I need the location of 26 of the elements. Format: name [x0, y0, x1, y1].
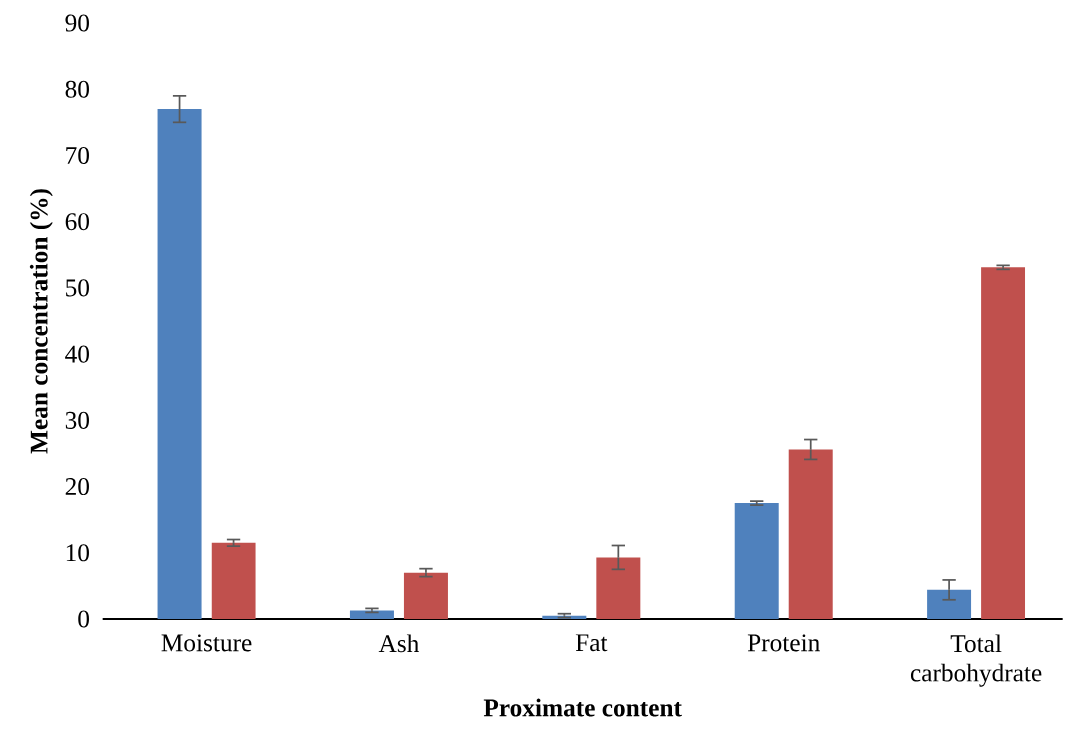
y-tick-label: 40: [65, 345, 89, 363]
y-tick-label: 80: [65, 80, 89, 98]
bar: [211, 542, 256, 619]
y-tick-label: 60: [65, 213, 89, 231]
bar: [157, 109, 202, 619]
bar: [403, 572, 448, 619]
x-axis-title: Proximate content: [483, 698, 682, 717]
x-tick-label: Fat: [575, 634, 608, 652]
y-tick-label: 70: [66, 146, 89, 164]
bar: [596, 557, 641, 619]
x-tick-label: Protein: [747, 634, 820, 652]
x-tick-label: Ash: [378, 634, 420, 653]
bar: [981, 267, 1026, 619]
y-tick-label: 10: [66, 544, 89, 562]
y-tick-label: 0: [78, 610, 89, 628]
y-tick-label: 20: [65, 478, 89, 496]
bar: [927, 589, 972, 619]
x-tick-label: Total carbohydrate: [910, 634, 1042, 687]
y-tick-label: 30: [65, 411, 89, 429]
x-tick-label: Moisture: [161, 634, 252, 652]
y-tick-label: 50: [66, 279, 89, 297]
y-tick-label: 90: [65, 14, 89, 32]
bar: [734, 503, 779, 619]
bar: [788, 449, 833, 619]
y-axis-title: Mean concentration (%): [29, 189, 53, 454]
bar: [349, 610, 394, 619]
